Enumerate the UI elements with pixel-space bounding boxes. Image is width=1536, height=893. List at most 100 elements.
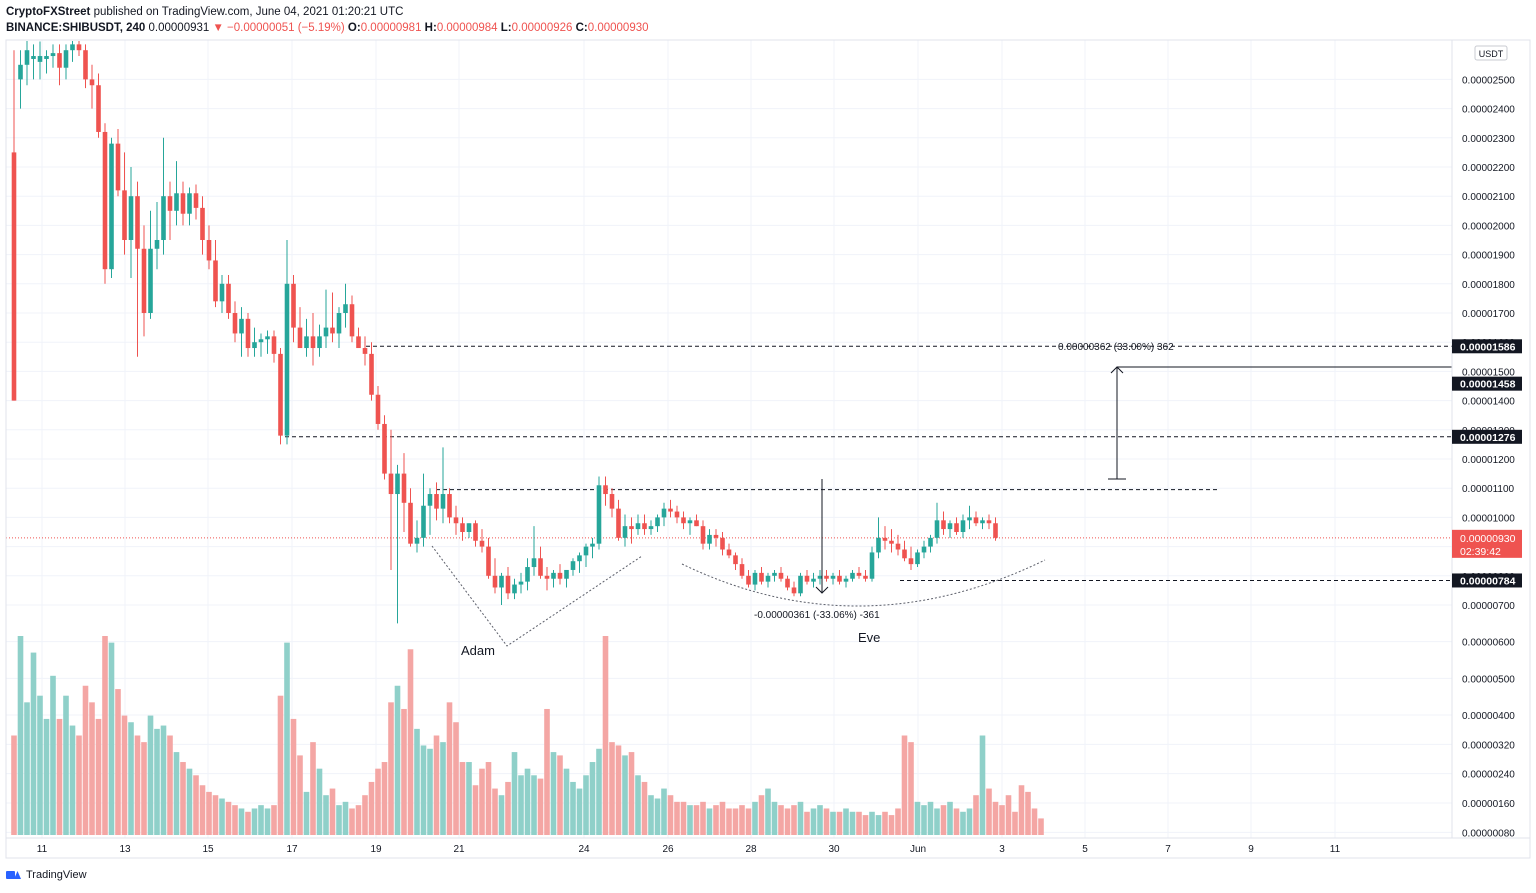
volume-bars: [11, 636, 1044, 835]
volume-bar: [472, 785, 479, 835]
candle-body: [180, 193, 186, 214]
volume-bar: [947, 801, 953, 835]
candle: [863, 569, 868, 582]
price-label-text: 0.00001586: [1460, 341, 1516, 353]
candle-body: [486, 546, 491, 576]
candle-body: [525, 567, 530, 582]
volume-bar: [17, 636, 24, 835]
candle: [174, 161, 179, 226]
volume-bar: [154, 728, 160, 835]
x-tick-label: 15: [202, 844, 214, 855]
volume-bar: [238, 808, 245, 835]
candle: [213, 240, 218, 308]
candle-body: [89, 79, 95, 86]
y-tick-label: 0.00000240: [1462, 770, 1515, 781]
candle-body: [564, 569, 569, 579]
candle: [941, 511, 946, 535]
candle-body: [908, 558, 914, 565]
price-label-text: 0.00001458: [1460, 379, 1516, 391]
candle-body: [557, 572, 563, 579]
volume-bar: [674, 801, 680, 835]
volume-bar: [966, 808, 973, 835]
candle-body: [596, 485, 602, 544]
volume-bar: [167, 735, 173, 835]
volume-bar: [732, 808, 739, 835]
candle-body: [375, 394, 381, 424]
candle: [128, 167, 134, 278]
symbol-label: BINANCE:SHIBUSDT, 240: [6, 22, 146, 34]
currency-badge[interactable]: USDT: [1474, 45, 1508, 61]
candle-body: [135, 196, 140, 249]
volume-bar: [921, 805, 927, 835]
tradingview-logo[interactable]: TradingView: [6, 869, 87, 881]
candle: [258, 333, 264, 357]
candle-body: [408, 502, 413, 544]
candle: [668, 499, 673, 518]
candle: [648, 520, 654, 535]
candle: [746, 569, 751, 588]
volume-bar: [934, 808, 940, 835]
volume-bar: [804, 811, 810, 835]
candle: [395, 464, 400, 624]
volume-bar: [82, 685, 89, 835]
y-tick-label: 0.00001100: [1462, 484, 1515, 495]
x-tick-label: 30: [828, 844, 840, 855]
candle-body: [856, 572, 862, 576]
candle: [421, 473, 426, 547]
candle-body: [102, 131, 108, 270]
open-value: 0.00000981: [360, 22, 422, 34]
candle: [577, 552, 582, 573]
candle: [122, 152, 127, 255]
candle-body: [863, 575, 868, 579]
candle: [518, 572, 524, 594]
candle-body: [746, 575, 751, 585]
candle: [193, 184, 199, 220]
candle: [109, 137, 114, 278]
volume-bar: [264, 808, 271, 835]
horizontal-levels[interactable]: [6, 345, 1452, 581]
volume-bar: [537, 778, 544, 835]
volume-bar: [927, 801, 934, 835]
volume-bar: [420, 745, 427, 835]
volume-bar: [401, 708, 407, 835]
volume-bar: [856, 811, 862, 835]
candle: [343, 283, 348, 328]
candle: [512, 578, 517, 600]
volume-bar: [654, 798, 661, 835]
volume-bar: [89, 702, 95, 835]
currency-label: USDT: [1479, 49, 1504, 59]
publisher-name[interactable]: CryptoFXStreet: [6, 6, 91, 18]
candle: [310, 313, 316, 366]
candle: [492, 558, 498, 594]
candle: [707, 529, 712, 550]
volume-bar: [849, 811, 856, 835]
candle: [278, 348, 283, 445]
volume-bar: [375, 768, 381, 835]
price-label-box: [1452, 429, 1522, 444]
y-tick-label: 0.00001500: [1462, 367, 1515, 378]
volume-bar: [69, 725, 76, 835]
candle: [869, 546, 875, 582]
volume-bar: [388, 702, 394, 835]
candle-body: [37, 56, 43, 62]
candle: [817, 569, 823, 585]
y-tick-label: 0.00001400: [1462, 397, 1515, 408]
volume-bar: [24, 702, 30, 835]
pattern-drawings[interactable]: [431, 366, 1452, 647]
candle: [89, 64, 95, 109]
volume-bar: [524, 768, 531, 835]
x-tick-label: Jun: [910, 844, 926, 855]
volume-bar: [862, 815, 869, 835]
volume-bar: [11, 735, 17, 835]
volume-bar: [108, 642, 115, 835]
volume-bar: [719, 801, 726, 835]
candle-body: [336, 313, 342, 334]
candle: [135, 181, 140, 357]
volume-bar: [310, 742, 316, 835]
price-label-box: [1452, 339, 1522, 354]
candle-body: [395, 473, 400, 495]
axes[interactable]: 0.00002500 0.00002400 0.00002300 0.00002200…: [5, 39, 1531, 859]
volume-bar: [726, 808, 732, 835]
volume-bar: [128, 722, 134, 835]
